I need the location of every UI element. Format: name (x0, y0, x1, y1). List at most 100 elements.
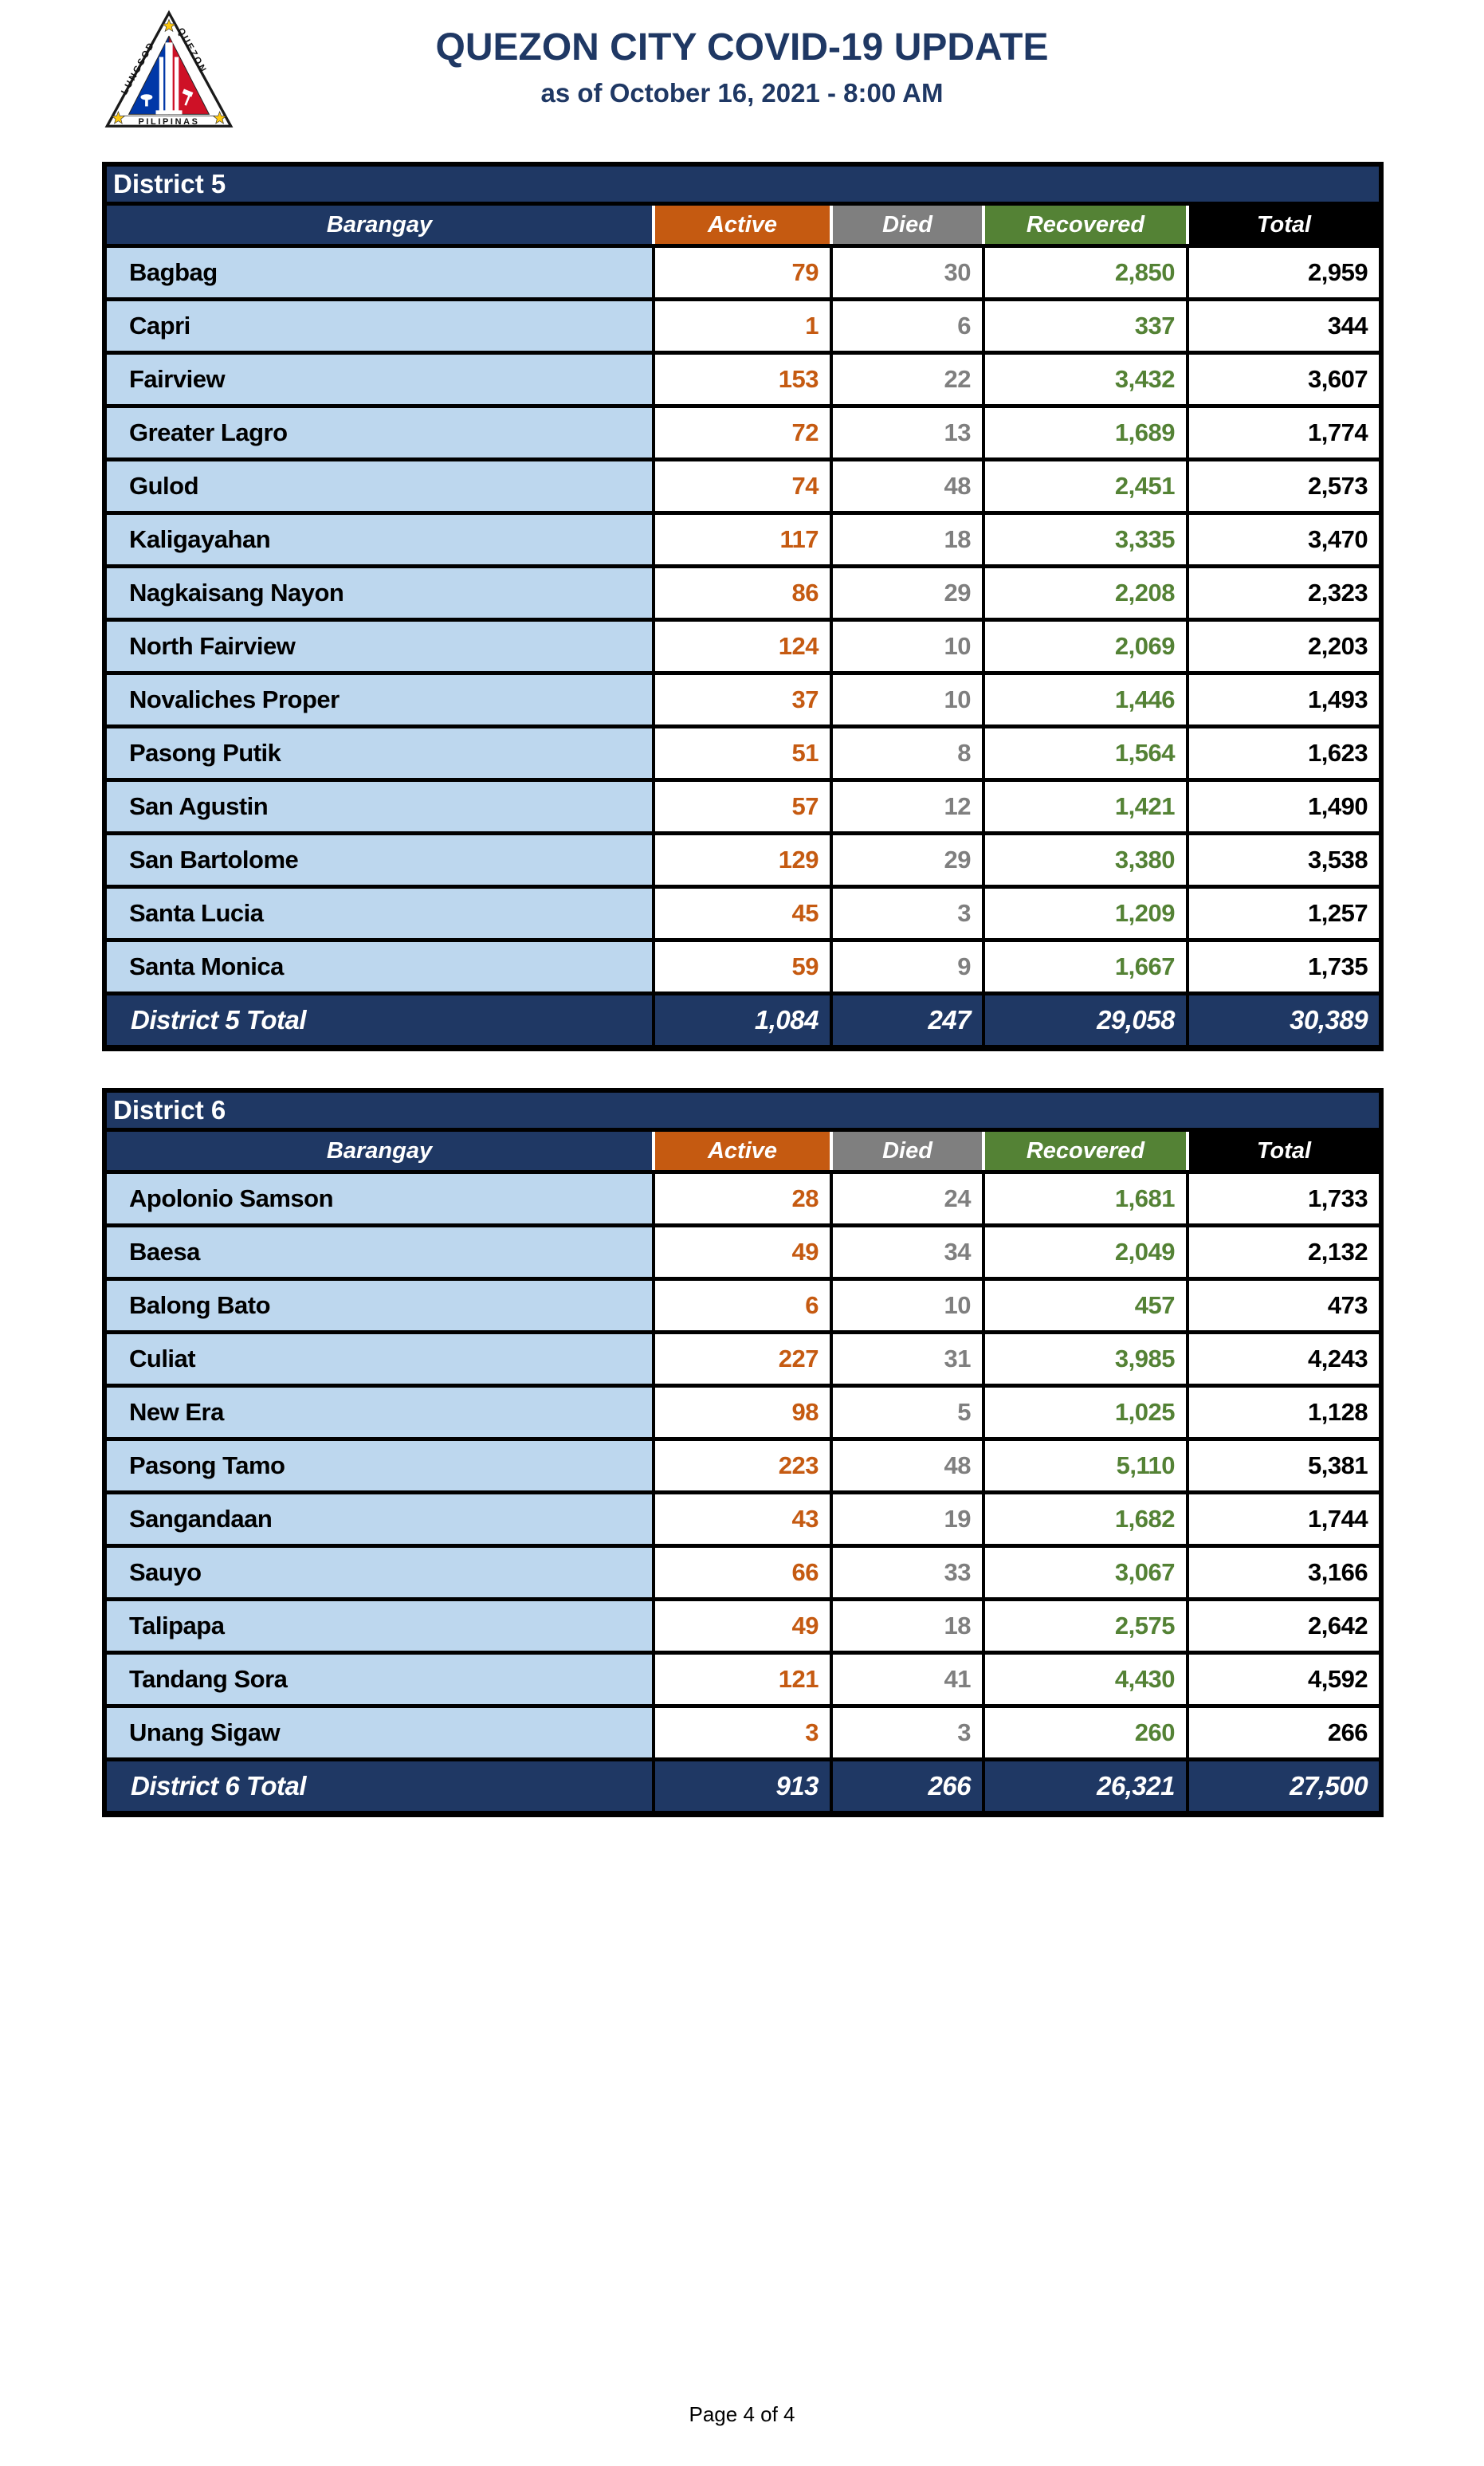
barangay-cell: Sangandaan (103, 1490, 655, 1548)
column-header-row: Barangay Active Died Recovered Total (103, 202, 1384, 248)
district-total-label: District 5 Total (103, 992, 655, 1050)
district-total-total: 27,500 (1185, 1757, 1384, 1816)
died-cell: 18 (830, 511, 985, 568)
table-row: Unang Sigaw 3 3 260 266 (103, 1704, 1384, 1761)
column-header-total: Total (1185, 1128, 1384, 1174)
total-cell: 1,257 (1185, 885, 1384, 942)
table-row: North Fairview 124 10 2,069 2,203 (103, 618, 1384, 675)
died-cell: 10 (830, 618, 985, 675)
district-5-header: District 5 (102, 162, 1384, 206)
district-total-active: 1,084 (652, 992, 833, 1050)
died-cell: 8 (830, 724, 985, 782)
district-header-row: District 5 (102, 162, 1384, 206)
active-cell: 49 (652, 1597, 833, 1655)
table-row: Sauyo 66 33 3,067 3,166 (103, 1544, 1384, 1601)
column-header-total: Total (1185, 202, 1384, 248)
barangay-cell: Santa Monica (103, 938, 655, 995)
barangay-cell: Apolonio Samson (103, 1170, 655, 1227)
table-row: New Era 98 5 1,025 1,128 (103, 1384, 1384, 1441)
recovered-cell: 1,667 (982, 938, 1189, 995)
table-row: Talipapa 49 18 2,575 2,642 (103, 1597, 1384, 1655)
column-header-barangay: Barangay (103, 1128, 655, 1174)
column-header-died: Died (830, 1128, 985, 1174)
recovered-cell: 1,421 (982, 778, 1189, 835)
barangay-cell: Kaligayahan (103, 511, 655, 568)
active-cell: 124 (652, 618, 833, 675)
table-row: San Bartolome 129 29 3,380 3,538 (103, 831, 1384, 889)
table-row: Fairview 153 22 3,432 3,607 (103, 351, 1384, 408)
total-cell: 344 (1185, 297, 1384, 355)
table-row: Nagkaisang Nayon 86 29 2,208 2,323 (103, 564, 1384, 622)
died-cell: 30 (830, 244, 985, 301)
died-cell: 41 (830, 1651, 985, 1708)
active-cell: 28 (652, 1170, 833, 1227)
district-total-label: District 6 Total (103, 1757, 655, 1816)
recovered-cell: 1,209 (982, 885, 1189, 942)
recovered-cell: 1,564 (982, 724, 1189, 782)
table-row: San Agustin 57 12 1,421 1,490 (103, 778, 1384, 835)
total-cell: 1,490 (1185, 778, 1384, 835)
recovered-cell: 5,110 (982, 1437, 1189, 1494)
died-cell: 24 (830, 1170, 985, 1227)
barangay-cell: Capri (103, 297, 655, 355)
seal-monument (140, 42, 194, 115)
barangay-cell: Unang Sigaw (103, 1704, 655, 1761)
total-cell: 1,735 (1185, 938, 1384, 995)
active-cell: 223 (652, 1437, 833, 1494)
seal-text-pilipinas: PILIPINAS (138, 117, 199, 127)
table-row: Santa Monica 59 9 1,667 1,735 (103, 938, 1384, 995)
active-cell: 74 (652, 457, 833, 515)
recovered-cell: 260 (982, 1704, 1189, 1761)
recovered-cell: 2,575 (982, 1597, 1189, 1655)
barangay-cell: Baesa (103, 1223, 655, 1281)
recovered-cell: 3,335 (982, 511, 1189, 568)
died-cell: 10 (830, 671, 985, 728)
barangay-cell: New Era (103, 1384, 655, 1441)
died-cell: 18 (830, 1597, 985, 1655)
page-subtitle: as of October 16, 2021 - 8:00 AM (540, 78, 944, 108)
district-total-total: 30,389 (1185, 992, 1384, 1050)
total-cell: 1,744 (1185, 1490, 1384, 1548)
barangay-cell: Pasong Putik (103, 724, 655, 782)
total-cell: 266 (1185, 1704, 1384, 1761)
active-cell: 37 (652, 671, 833, 728)
column-header-barangay: Barangay (103, 202, 655, 248)
recovered-cell: 2,069 (982, 618, 1189, 675)
table-row: Apolonio Samson 28 24 1,681 1,733 (103, 1170, 1384, 1227)
title-block: QUEZON CITY COVID-19 UPDATE as of Octobe… (0, 0, 1484, 108)
total-cell: 3,166 (1185, 1544, 1384, 1601)
active-cell: 1 (652, 297, 833, 355)
table-row: Capri 1 6 337 344 (103, 297, 1384, 355)
barangay-cell: Tandang Sora (103, 1651, 655, 1708)
barangay-cell: Greater Lagro (103, 404, 655, 461)
page-number: Page 4 of 4 (689, 2402, 795, 2426)
died-cell: 48 (830, 1437, 985, 1494)
recovered-cell: 2,208 (982, 564, 1189, 622)
died-cell: 12 (830, 778, 985, 835)
total-cell: 1,733 (1185, 1170, 1384, 1227)
total-cell: 2,573 (1185, 457, 1384, 515)
recovered-cell: 1,689 (982, 404, 1189, 461)
barangay-cell: Bagbag (103, 244, 655, 301)
column-header-recovered: Recovered (982, 1128, 1189, 1174)
died-cell: 34 (830, 1223, 985, 1281)
total-cell: 2,959 (1185, 244, 1384, 301)
died-cell: 3 (830, 885, 985, 942)
table-row: Kaligayahan 117 18 3,335 3,470 (103, 511, 1384, 568)
died-cell: 29 (830, 831, 985, 889)
total-cell: 2,642 (1185, 1597, 1384, 1655)
active-cell: 86 (652, 564, 833, 622)
recovered-cell: 2,049 (982, 1223, 1189, 1281)
column-header-died: Died (830, 202, 985, 248)
died-cell: 9 (830, 938, 985, 995)
table-row: Gulod 74 48 2,451 2,573 (103, 457, 1384, 515)
active-cell: 72 (652, 404, 833, 461)
total-cell: 2,203 (1185, 618, 1384, 675)
district-6-total-row: District 6 Total 913 266 26,321 27,500 (103, 1757, 1384, 1816)
died-cell: 6 (830, 297, 985, 355)
barangay-cell: Balong Bato (103, 1277, 655, 1334)
active-cell: 6 (652, 1277, 833, 1334)
died-cell: 3 (830, 1704, 985, 1761)
barangay-cell: Talipapa (103, 1597, 655, 1655)
column-header-active: Active (652, 1128, 833, 1174)
